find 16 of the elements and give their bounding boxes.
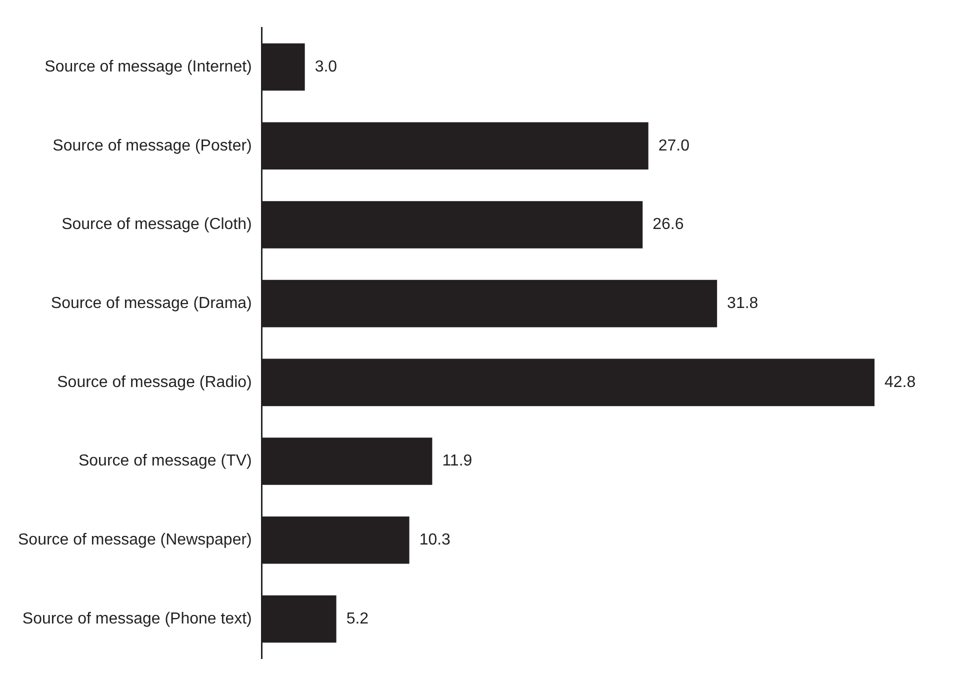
y-tick-label: Source of message (Internet) — [44, 58, 252, 76]
data-label: 27.0 — [658, 137, 690, 154]
y-tick-label: Source of message (Radio) — [57, 374, 252, 391]
data-label: 42.8 — [884, 374, 916, 391]
data-label: 5.2 — [346, 610, 369, 628]
data-label: 3.0 — [314, 58, 338, 76]
data-label: 10.3 — [419, 532, 451, 549]
y-tick-label: Source of message (Poster) — [52, 137, 252, 154]
y-tick-label: Source of message (TV) — [78, 452, 252, 470]
data-label: 26.6 — [652, 216, 684, 234]
y-tick-label: Source of message (Phone text) — [22, 610, 252, 628]
y-tick-label: Source of message (Newspaper) — [18, 532, 252, 549]
data-label: 31.8 — [727, 294, 758, 312]
y-tick-label: Source of message (Drama) — [50, 294, 252, 312]
y-tick-label: Source of message (Cloth) — [62, 216, 252, 234]
data-label: 11.9 — [442, 452, 472, 470]
